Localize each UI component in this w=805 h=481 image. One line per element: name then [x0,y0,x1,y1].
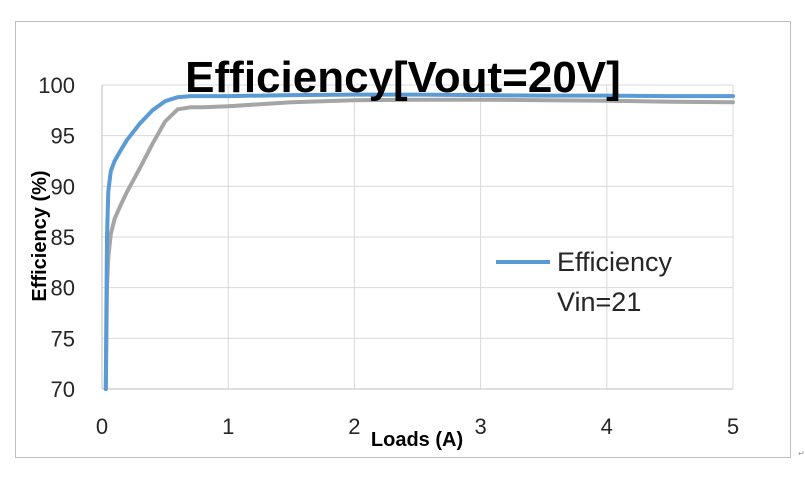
legend: Efficiency Vin=21 [496,247,673,317]
x-axis-label: Loads (A) [371,429,463,451]
chart-frame [15,21,791,458]
x-tick-label: 4 [601,414,613,439]
y-tick-label: 70 [51,377,75,402]
series-line-1 [103,92,735,391]
chart-title: Efficiency[Vout=20V] [185,53,621,102]
legend-label-line2: Vin=21 [557,287,641,317]
y-tick-label: 90 [51,174,75,199]
axes [101,85,733,390]
return-mark-icon: ↵ [798,449,805,458]
x-tick-label: 3 [474,414,486,439]
y-tick-label: 75 [51,326,75,351]
x-tick-label: 0 [96,414,108,439]
x-tick-label: 1 [222,414,234,439]
y-axis-label: Efficiency (%) [29,170,51,301]
y-tick-label: 95 [51,124,75,149]
y-tick-label: 80 [51,276,75,301]
x-tick-label: 2 [348,414,360,439]
series-group [103,92,735,391]
legend-label-line1: Efficiency [557,247,673,277]
series-line-2 [103,97,735,391]
tick-labels: 70 75 80 85 90 95 100 0 1 2 3 4 5 [38,73,739,439]
x-tick-label: 5 [727,414,739,439]
y-tick-label: 100 [38,73,75,98]
y-tick-label: 85 [51,225,75,250]
grid [102,84,734,389]
